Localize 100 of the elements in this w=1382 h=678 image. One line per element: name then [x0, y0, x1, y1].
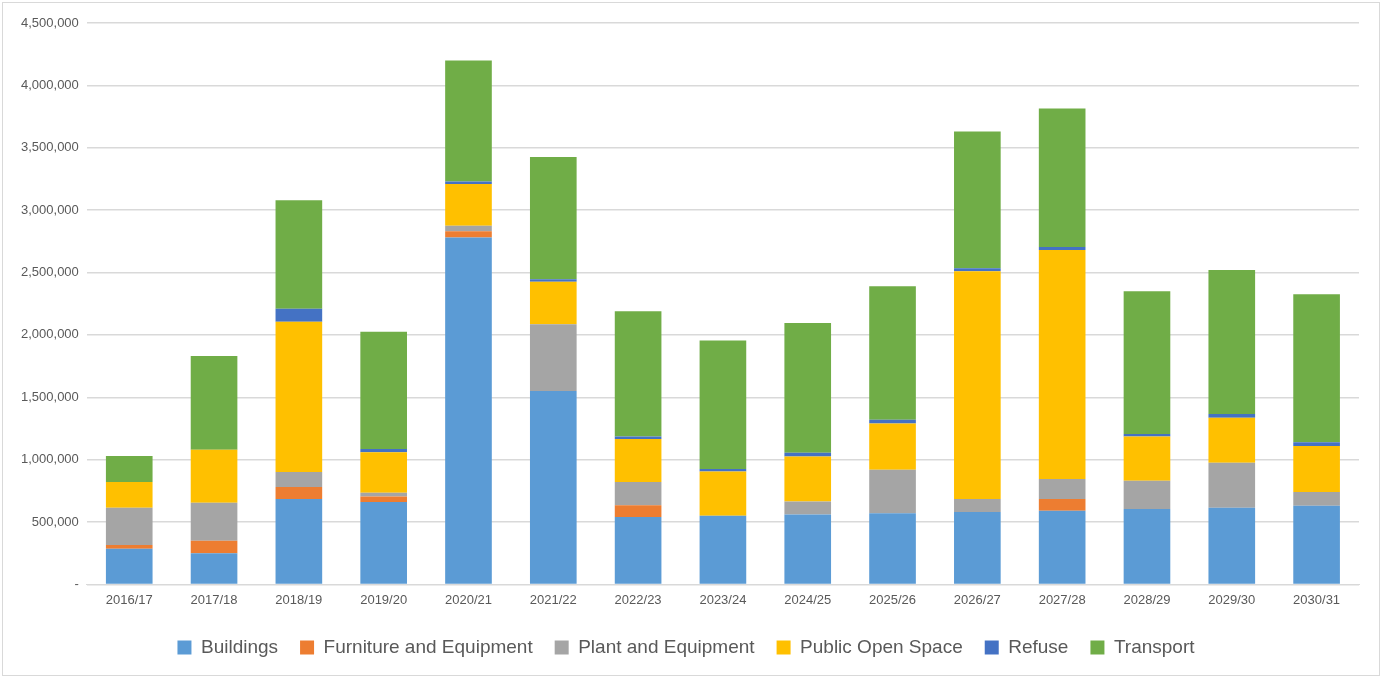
bar [1038, 246, 1086, 251]
bar [1208, 417, 1256, 463]
bar [1038, 510, 1086, 584]
x-tick-label: 2027/28 [1038, 591, 1086, 607]
bar [190, 502, 238, 541]
bar [360, 331, 407, 450]
bar [360, 502, 407, 584]
bar [784, 501, 832, 515]
bar [445, 181, 492, 184]
x-tick-label: 2023/24 [699, 591, 747, 607]
legend-label: Public Open Space [800, 635, 963, 657]
bar [529, 157, 577, 280]
bar [1293, 294, 1340, 443]
bar [699, 471, 747, 516]
bar [1038, 498, 1086, 511]
bar [784, 514, 832, 584]
x-tick-label: 2017/18 [190, 591, 238, 607]
bar [105, 455, 153, 483]
y-tick-label: 3,500,000 [20, 139, 79, 155]
x-tick-label: 2019/20 [360, 591, 408, 607]
bar [105, 548, 153, 584]
bar [1123, 480, 1171, 509]
bar [1293, 505, 1340, 584]
bar [954, 131, 1001, 269]
legend-label: Furniture and Equipment [323, 635, 534, 657]
bar [699, 515, 747, 584]
y-tick-label: 1,500,000 [20, 388, 79, 404]
bar [445, 60, 492, 182]
bar [105, 545, 153, 549]
bar [529, 391, 577, 584]
x-tick-label: 2025/26 [869, 591, 917, 607]
bar [190, 553, 238, 584]
bar [190, 540, 238, 554]
bar [275, 487, 323, 499]
bar [445, 225, 492, 232]
bar [1038, 108, 1086, 247]
y-tick-label: 1,000,000 [20, 451, 79, 467]
bar [190, 449, 238, 503]
bar [954, 268, 1001, 272]
bar [1208, 462, 1256, 508]
y-tick-label: 2,500,000 [20, 264, 79, 280]
bar [360, 496, 407, 503]
x-tick-label: 2022/23 [614, 591, 662, 607]
bar [1208, 414, 1256, 418]
bar [105, 482, 153, 508]
bar [784, 456, 832, 502]
x-tick-label: 2030/31 [1293, 591, 1341, 607]
bar [1293, 442, 1340, 446]
bar [614, 505, 662, 518]
bar [784, 323, 832, 453]
bar [1293, 492, 1340, 506]
bar [105, 507, 153, 546]
bar [275, 321, 323, 473]
bar [954, 512, 1001, 584]
y-tick-label: 500,000 [31, 513, 79, 529]
bar [869, 286, 916, 420]
legend-label: Buildings [200, 635, 279, 657]
x-tick-label: 2018/19 [275, 591, 323, 607]
bar [360, 449, 407, 453]
bar [869, 423, 916, 470]
bar [954, 498, 1001, 513]
bar [275, 472, 323, 488]
bar [614, 439, 662, 483]
y-tick-label: 4,500,000 [20, 14, 79, 30]
x-tick-label: 2016/17 [105, 591, 153, 607]
x-tick-label: 2029/30 [1208, 591, 1256, 607]
x-tick-label: 2024/25 [784, 591, 832, 607]
bar [275, 308, 323, 322]
bar [360, 452, 407, 493]
legend-label: Refuse [1008, 635, 1069, 657]
bar [954, 271, 1001, 499]
y-tick-label: - [74, 575, 79, 591]
bar [699, 340, 747, 469]
y-tick-label: 2,000,000 [20, 326, 79, 342]
x-tick-label: 2020/21 [444, 591, 492, 607]
bar [445, 237, 492, 584]
bar [445, 231, 492, 238]
bar [1208, 507, 1256, 584]
x-tick-label: 2028/29 [1123, 591, 1171, 607]
legend-label: Transport [1113, 635, 1196, 657]
bar [869, 469, 916, 514]
bar [1123, 434, 1171, 437]
bar [1293, 445, 1340, 493]
bar [529, 279, 577, 282]
bar [1208, 270, 1256, 415]
bar [1038, 478, 1086, 499]
bar [529, 324, 577, 392]
x-tick-label: 2021/22 [529, 591, 577, 607]
legend-label: Plant and Equipment [578, 635, 756, 657]
bar [190, 356, 238, 450]
bar [1123, 508, 1171, 584]
bar [614, 311, 662, 437]
x-tick-label: 2026/27 [953, 591, 1001, 607]
bar [784, 452, 832, 457]
bar [275, 498, 323, 584]
bar [1038, 250, 1086, 479]
bar [1123, 291, 1171, 435]
bar [445, 183, 492, 226]
y-tick-label: 4,000,000 [20, 76, 79, 92]
bar [275, 200, 323, 309]
